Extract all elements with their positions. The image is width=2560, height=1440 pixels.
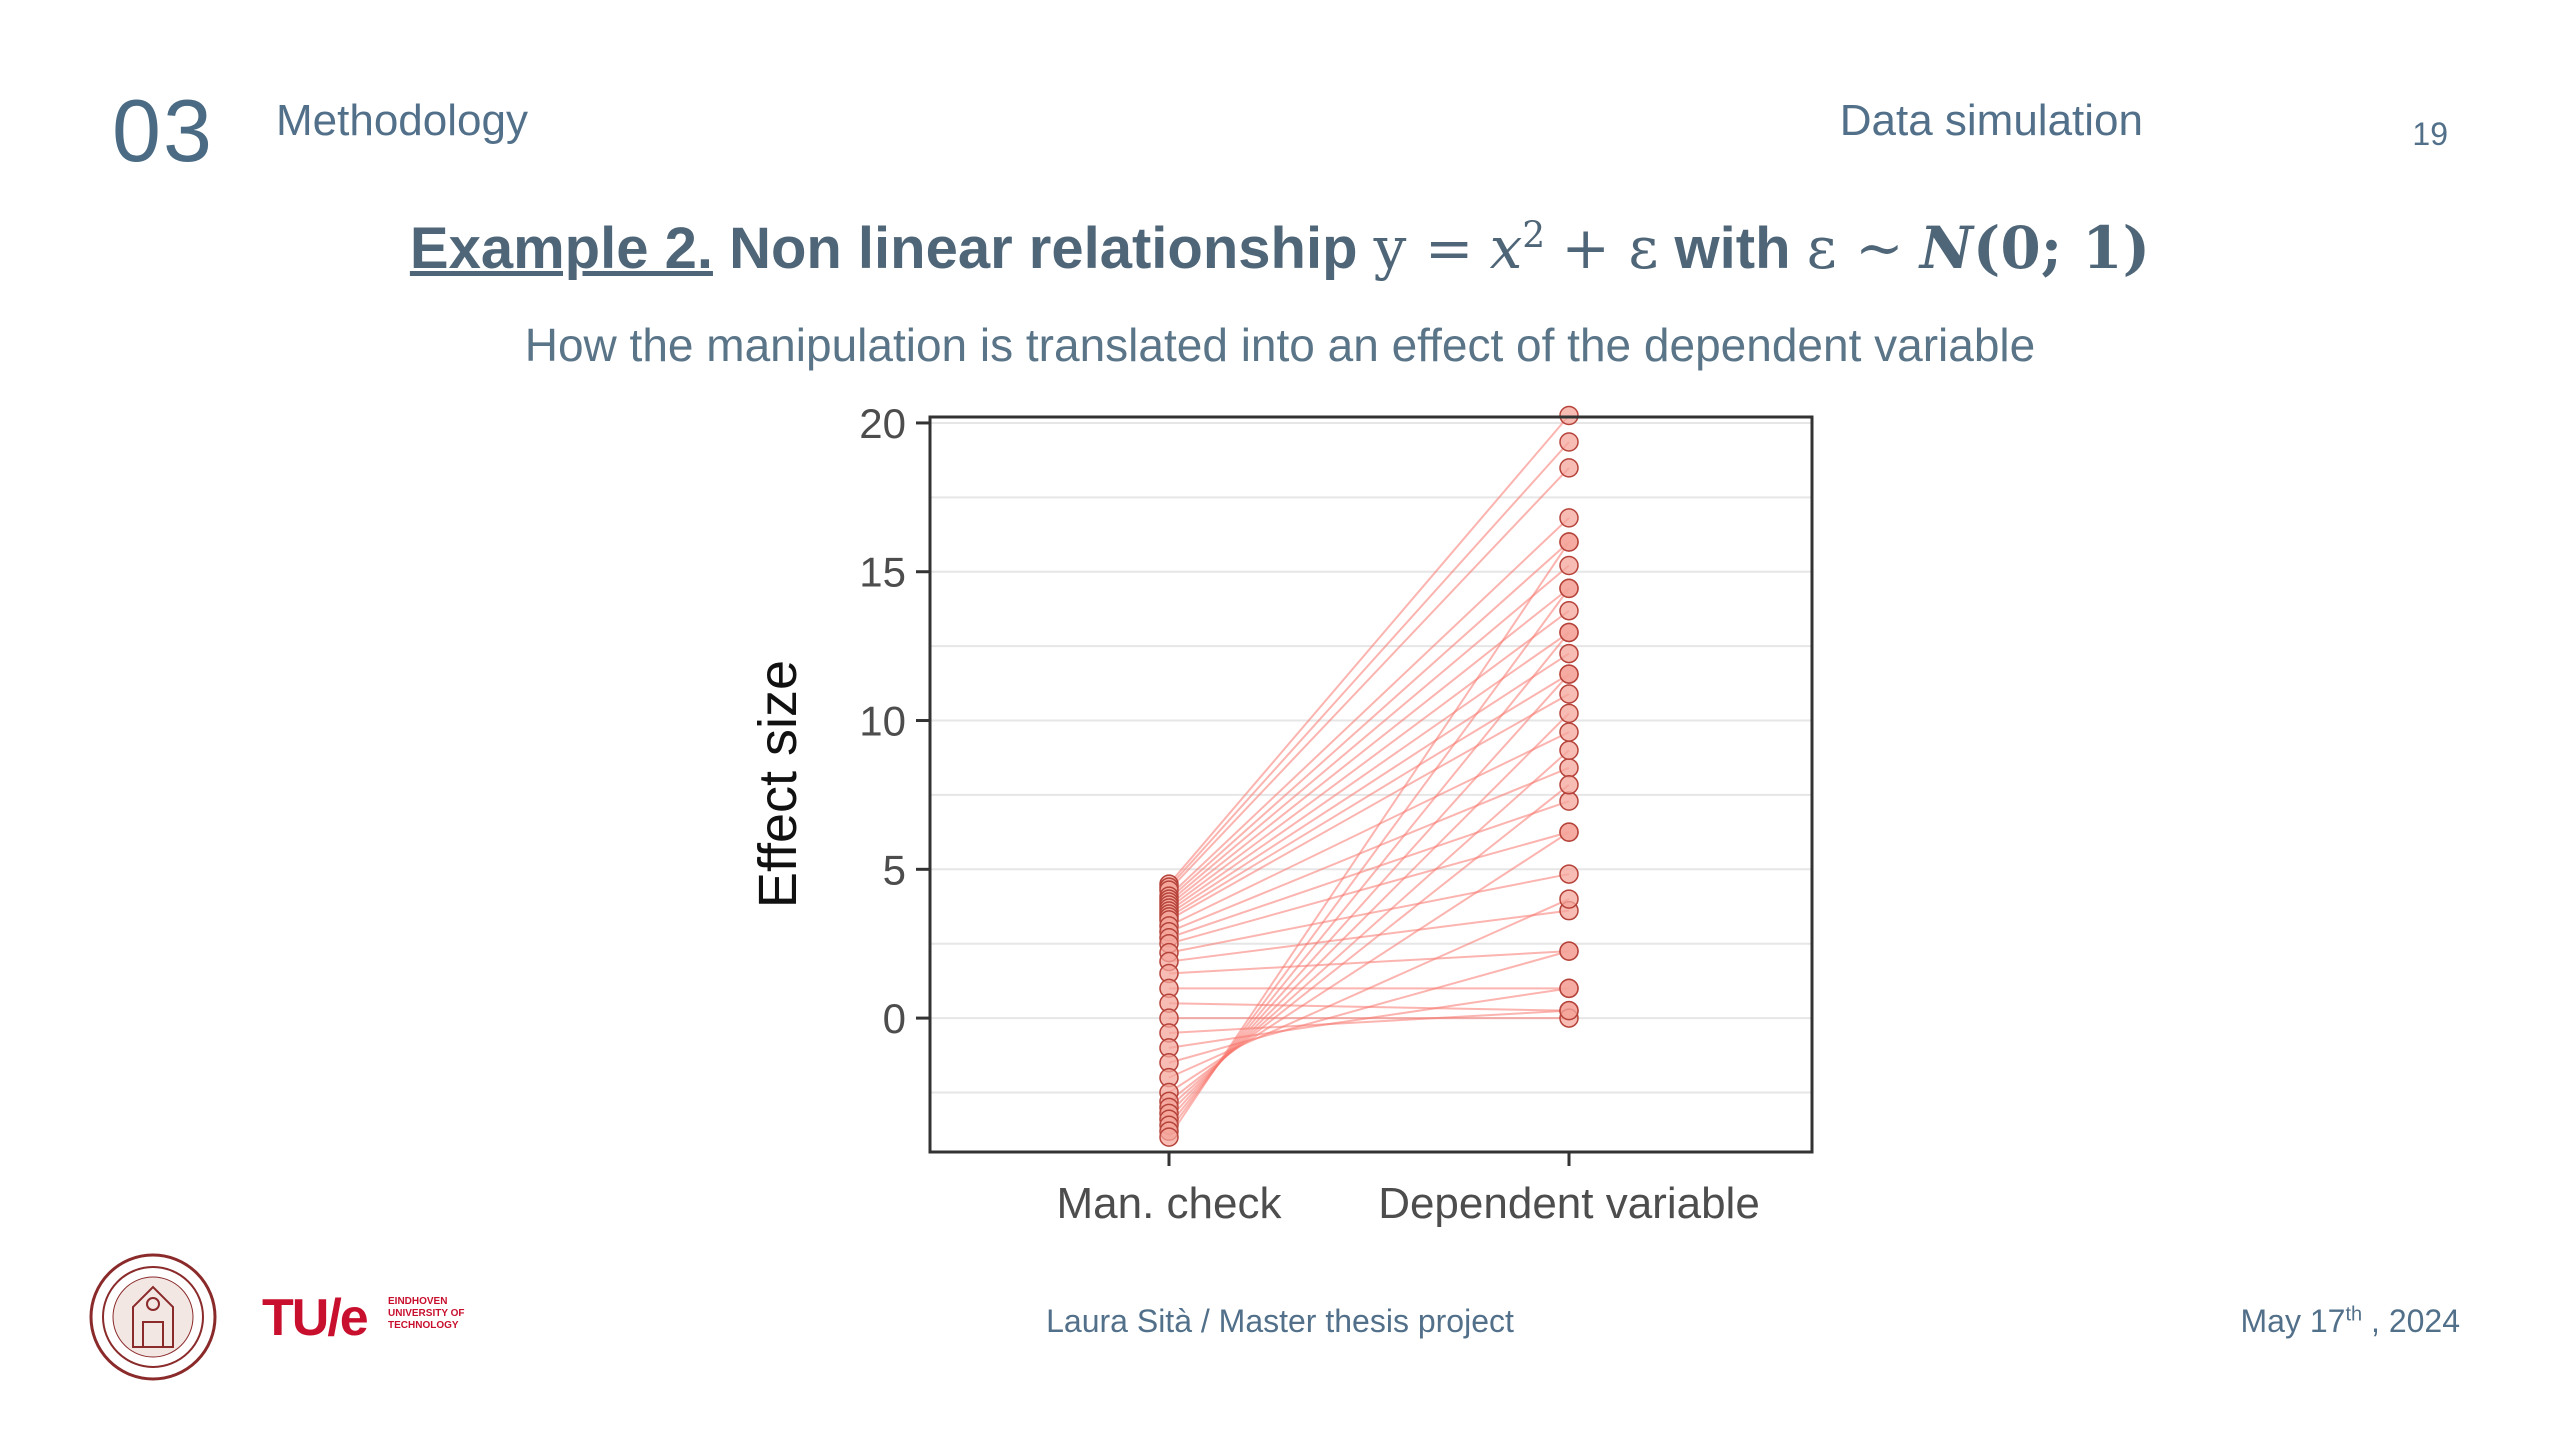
pair-line bbox=[1168, 712, 1570, 1115]
pair-line bbox=[1168, 800, 1570, 939]
x-tick-label: Man. check bbox=[1057, 1179, 1283, 1228]
pair-line bbox=[1168, 693, 1570, 921]
dependent-variable-point bbox=[1559, 758, 1579, 778]
pair-line bbox=[1168, 609, 1570, 909]
page-number: 19 bbox=[2412, 116, 2448, 152]
dependent-variable-point bbox=[1559, 978, 1579, 999]
y-axis-ticks: 0 5 10 15 20 bbox=[859, 400, 930, 1042]
pair-line bbox=[1168, 467, 1570, 891]
y-tick-label: 5 bbox=[883, 846, 906, 893]
dependent-variable-point bbox=[1559, 508, 1579, 528]
plot-frame bbox=[928, 415, 1814, 1154]
dependent-variable-point bbox=[1559, 941, 1579, 961]
tue-logo-mark: TU/e bbox=[262, 1289, 369, 1347]
dependent-variable-point bbox=[1559, 722, 1579, 742]
title-plus-eps: + ε bbox=[1561, 214, 1659, 282]
dependent-variable-point bbox=[1559, 889, 1579, 909]
pair-line bbox=[1168, 541, 1570, 900]
y-tick-label: 20 bbox=[859, 400, 906, 447]
dependent-variable-point bbox=[1559, 600, 1579, 621]
pair-line bbox=[1168, 909, 1570, 963]
title-x: x bbox=[1489, 214, 1523, 282]
pair-line bbox=[1168, 541, 1570, 1138]
date-suffix: , 2024 bbox=[2362, 1303, 2460, 1339]
dependent-variable-point bbox=[1559, 822, 1579, 842]
dependent-variable-point bbox=[1559, 684, 1579, 704]
title-N: N bbox=[1919, 214, 1973, 282]
y-tick-label: 10 bbox=[859, 698, 906, 745]
pair-line bbox=[1168, 441, 1570, 888]
footer-date: May 17th , 2024 bbox=[2241, 1303, 2460, 1340]
dependent-variable-point bbox=[1559, 458, 1579, 478]
data-points bbox=[1159, 405, 1579, 1147]
dependent-variable-point bbox=[1559, 740, 1579, 761]
pair-line bbox=[1168, 517, 1570, 897]
tue-logo: TU/e EINDHOVEN UNIVERSITY OF TECHNOLOGY bbox=[262, 1288, 465, 1348]
dependent-variable-point bbox=[1559, 432, 1579, 452]
dependent-variable-point bbox=[1559, 643, 1579, 664]
man-check-point bbox=[1159, 1127, 1179, 1147]
y-tick-label: 15 bbox=[859, 549, 906, 596]
dependent-variable-point bbox=[1559, 864, 1579, 884]
title-text: Non linear relationship bbox=[729, 216, 1358, 281]
dependent-variable-point bbox=[1559, 1000, 1579, 1021]
title-with: with bbox=[1674, 216, 1791, 281]
title-exponent: 2 bbox=[1522, 215, 1546, 257]
title-example: Example 2. bbox=[409, 216, 713, 281]
date-superscript: th bbox=[2345, 1303, 2363, 1326]
pair-line bbox=[1168, 831, 1570, 945]
topic-label: Data simulation bbox=[1839, 96, 2143, 145]
dependent-variable-point bbox=[1559, 578, 1579, 599]
dependent-variable-point bbox=[1559, 555, 1579, 576]
pair-line bbox=[1168, 950, 1570, 1064]
pair-line bbox=[1168, 587, 1570, 1132]
dependent-variable-point bbox=[1559, 775, 1579, 795]
university-seal-logo bbox=[89, 1253, 217, 1381]
slide-subtitle: How the manipulation is translated into … bbox=[524, 319, 2036, 371]
pair-line bbox=[1168, 673, 1570, 1120]
section-title: Methodology bbox=[276, 96, 528, 145]
dependent-variable-point bbox=[1559, 791, 1579, 811]
grid-lines bbox=[930, 421, 1812, 1094]
slide-title: Example 2. Non linear relationship y = x… bbox=[0, 214, 2560, 282]
title-eps-dist: ε ~ bbox=[1806, 214, 1904, 282]
pair-line bbox=[1168, 587, 1570, 906]
footer-author: Laura Sità / Master thesis project bbox=[1046, 1303, 1514, 1339]
pair-line bbox=[1168, 766, 1570, 933]
tue-logo-text: EINDHOVEN UNIVERSITY OF TECHNOLOGY bbox=[388, 1296, 465, 1331]
date-prefix: May 17 bbox=[2240, 1303, 2346, 1339]
pair-lines bbox=[1168, 414, 1570, 1138]
pair-line bbox=[1168, 1009, 1570, 1034]
dependent-variable-point bbox=[1559, 622, 1579, 643]
pair-line bbox=[1168, 564, 1570, 903]
pair-line bbox=[1168, 652, 1570, 915]
dependent-variable-point bbox=[1559, 532, 1579, 552]
dependent-variable-point bbox=[1559, 703, 1579, 724]
effect-size-chart: 0 5 10 15 20 Man. check Dependent variable Ef… bbox=[748, 400, 1814, 1228]
title-y: y = bbox=[1373, 214, 1474, 282]
title-params: (0; 1) bbox=[1972, 214, 2151, 282]
x-axis-ticks: Man. check Dependent variable bbox=[1057, 1152, 1760, 1228]
dependent-variable-point bbox=[1559, 664, 1579, 684]
pair-line bbox=[1168, 414, 1570, 885]
y-tick-label: 0 bbox=[883, 995, 906, 1042]
pair-line bbox=[1168, 731, 1570, 927]
x-tick-label: Dependent variable bbox=[1378, 1179, 1760, 1228]
pair-line bbox=[1168, 631, 1570, 1126]
section-number: 03 bbox=[112, 81, 214, 180]
y-axis-label: Effect size bbox=[748, 660, 808, 908]
